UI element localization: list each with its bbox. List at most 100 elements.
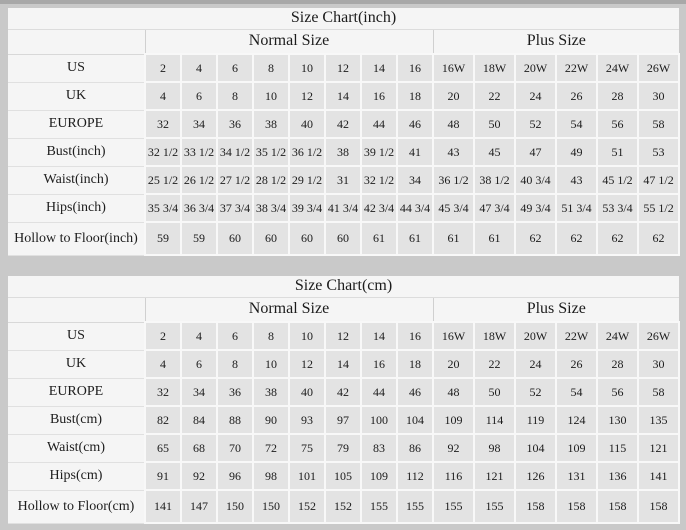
size-value-cell: 52 [514, 109, 557, 139]
size-value-cell: 26 [555, 349, 598, 379]
table-row-bust-inch: Bust(inch) 32 1/2 33 1/2 34 1/2 35 1/2 36 1/2… [8, 137, 681, 167]
row-label: Bust(cm) [8, 406, 146, 435]
size-chart-cm: Size Chart(cm) Normal Size Plus Size US 2 4 6 8… [8, 276, 681, 524]
size-value-cell: 47 1/2 [636, 165, 681, 195]
size-value-cell: 136 [596, 461, 639, 491]
column-group-row: Normal Size Plus Size [8, 297, 680, 323]
size-value-cell: 36 [216, 377, 254, 407]
size-value-cell: 41 3/4 [324, 193, 362, 223]
size-value-cell: 61 [432, 221, 475, 256]
size-value-cell: 116 [432, 461, 475, 491]
table-title: Size Chart(inch) [8, 8, 680, 30]
size-value-cell: 54 [555, 109, 598, 139]
size-value-cell: 72 [252, 433, 290, 463]
size-value-cell: 97 [324, 405, 362, 435]
size-value-cell: 20W [514, 53, 557, 83]
size-value-cell: 155 [360, 489, 398, 524]
size-value-cell: 152 [288, 489, 326, 524]
size-value-cell: 34 1/2 [216, 137, 254, 167]
size-value-cell: 98 [252, 461, 290, 491]
size-value-cell: 14 [324, 81, 362, 111]
size-value-cell: 45 1/2 [596, 165, 639, 195]
size-value-cell: 158 [596, 489, 639, 524]
size-value-cell: 28 1/2 [252, 165, 290, 195]
size-value-cell: 58 [636, 377, 681, 407]
row-label: US [8, 322, 146, 351]
size-value-cell: 62 [596, 221, 639, 256]
size-value-cell: 32 1/2 [360, 165, 398, 195]
size-value-cell: 27 1/2 [216, 165, 254, 195]
size-value-cell: 82 [144, 405, 182, 435]
size-value-cell: 52 [514, 377, 557, 407]
size-value-cell: 36 1/2 [288, 137, 326, 167]
size-value-cell: 24 [514, 349, 557, 379]
size-value-cell: 30 [636, 349, 681, 379]
corner-cell [8, 29, 146, 55]
size-value-cell: 90 [252, 405, 290, 435]
size-value-cell: 126 [514, 461, 557, 491]
size-value-cell: 32 [144, 377, 182, 407]
size-value-cell: 25 1/2 [144, 165, 182, 195]
size-value-cell: 40 [288, 377, 326, 407]
size-value-cell: 22W [555, 321, 598, 351]
size-value-cell: 12 [288, 81, 326, 111]
size-value-cell: 61 [473, 221, 516, 256]
table-row-uk: UK 4 6 8 10 12 14 16 18 20 22 24 26 28 30 [8, 81, 681, 111]
size-value-cell: 147 [180, 489, 218, 524]
size-value-cell: 55 1/2 [636, 193, 681, 223]
size-value-cell: 22 [473, 81, 516, 111]
table-row-europe: EUROPE 32 34 36 38 40 42 44 46 48 50 52 54 56 58 [8, 377, 681, 407]
size-value-cell: 8 [252, 53, 290, 83]
size-value-cell: 53 3/4 [596, 193, 639, 223]
size-value-cell: 100 [360, 405, 398, 435]
size-value-cell: 16 [360, 349, 398, 379]
size-value-cell: 88 [216, 405, 254, 435]
size-value-cell: 101 [288, 461, 326, 491]
size-value-cell: 16 [396, 53, 434, 83]
size-value-cell: 16W [432, 53, 475, 83]
size-value-cell: 33 1/2 [180, 137, 218, 167]
size-value-cell: 60 [216, 221, 254, 256]
size-value-cell: 44 [360, 377, 398, 407]
size-value-cell: 6 [216, 321, 254, 351]
size-value-cell: 8 [216, 349, 254, 379]
size-value-cell: 62 [555, 221, 598, 256]
size-value-cell: 158 [555, 489, 598, 524]
size-value-cell: 46 [396, 377, 434, 407]
size-value-cell: 92 [180, 461, 218, 491]
size-value-cell: 6 [180, 81, 218, 111]
size-value-cell: 18W [473, 321, 516, 351]
size-value-cell: 130 [596, 405, 639, 435]
size-value-cell: 54 [555, 377, 598, 407]
size-value-cell: 56 [596, 109, 639, 139]
size-value-cell: 36 [216, 109, 254, 139]
size-value-cell: 20 [432, 349, 475, 379]
size-value-cell: 38 3/4 [252, 193, 290, 223]
size-value-cell: 34 [396, 165, 434, 195]
size-value-cell: 32 [144, 109, 182, 139]
size-value-cell: 44 [360, 109, 398, 139]
size-value-cell: 24W [596, 53, 639, 83]
size-value-cell: 38 1/2 [473, 165, 516, 195]
size-value-cell: 20W [514, 321, 557, 351]
size-value-cell: 60 [288, 221, 326, 256]
size-value-cell: 6 [180, 349, 218, 379]
size-value-cell: 61 [360, 221, 398, 256]
size-value-cell: 36 3/4 [180, 193, 218, 223]
size-value-cell: 14 [360, 321, 398, 351]
size-value-cell: 112 [396, 461, 434, 491]
size-chart-page: Size Chart(inch) Normal Size Plus Size US 2 4… [0, 4, 686, 524]
size-value-cell: 8 [252, 321, 290, 351]
size-value-cell: 49 [555, 137, 598, 167]
size-value-cell: 131 [555, 461, 598, 491]
size-value-cell: 35 1/2 [252, 137, 290, 167]
size-value-cell: 109 [432, 405, 475, 435]
size-value-cell: 40 3/4 [514, 165, 557, 195]
title-row: Size Chart(inch) [8, 8, 680, 30]
size-value-cell: 98 [473, 433, 516, 463]
size-value-cell: 158 [514, 489, 557, 524]
size-value-cell: 28 [596, 81, 639, 111]
row-label: UK [8, 82, 146, 111]
size-value-cell: 12 [324, 321, 362, 351]
size-value-cell: 18W [473, 53, 516, 83]
